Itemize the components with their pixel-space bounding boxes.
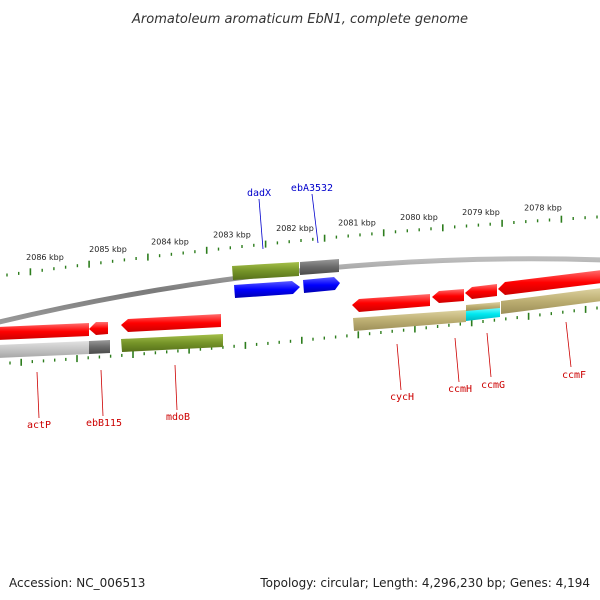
cds-block-olive-top (232, 262, 299, 280)
cds-block-olive-bottom (121, 334, 223, 352)
cycH-label[interactable]: cycH (390, 392, 414, 403)
cds-block-khaki-3 (501, 288, 600, 314)
ccmG-gene[interactable] (465, 284, 497, 299)
inner-tick-ring (9, 305, 598, 366)
cds-block-khaki-2 (466, 302, 500, 311)
genome-summary-text: Topology: circular; Length: 4,296,230 bp… (260, 576, 590, 590)
position-label: 2079 kbp (462, 208, 500, 217)
position-label: 2082 kbp (276, 224, 314, 233)
position-label: 2083 kbp (213, 231, 251, 240)
actP-gene[interactable] (0, 323, 89, 340)
mdoB-leader (174, 364, 178, 411)
position-label: 2084 kbp (151, 238, 189, 247)
outer-tick-ring (6, 215, 598, 277)
ccmH-gene[interactable] (432, 289, 464, 303)
position-label: 2078 kbp (524, 204, 562, 213)
ccmF-leader (565, 321, 572, 368)
position-label: 2081 kbp (338, 218, 376, 227)
ebB115-label[interactable]: ebB115 (86, 418, 122, 429)
cds-block-gray-top (300, 259, 339, 275)
position-label: 2080 kbp (400, 213, 438, 222)
accession-text: Accession: NC_006513 (9, 576, 146, 590)
ebB115-gene[interactable] (89, 322, 108, 335)
position-label: 2086 kbp (26, 253, 64, 262)
actP-leader (36, 371, 40, 419)
cds-block-lightgray-bottom (0, 341, 89, 358)
cds-block-gray-bottom (89, 340, 110, 354)
ccmG-label[interactable]: ccmG (481, 380, 505, 391)
ebA3532-label[interactable]: ebA3532 (291, 183, 333, 194)
ccmF-label[interactable]: ccmF (562, 370, 586, 381)
cds-block-khaki-1 (353, 310, 466, 331)
mdoB-label[interactable]: mdoB (166, 412, 190, 423)
dadX-leader (258, 198, 264, 250)
dadX-label[interactable]: dadX (247, 188, 271, 199)
ccmG-leader (486, 332, 492, 378)
ccmH-leader (454, 337, 460, 383)
ccmF-gene[interactable] (498, 270, 600, 295)
position-labels: 2086 kbp 2085 kbp 2084 kbp 2083 kbp 2082 kbp… (26, 204, 562, 262)
ccmH-label[interactable]: ccmH (448, 384, 472, 395)
ebA3532-leader (311, 193, 319, 244)
dadX-gene[interactable] (234, 281, 300, 298)
position-label: 2085 kbp (89, 245, 127, 254)
mdoB-gene[interactable] (121, 314, 221, 332)
ebA3532-gene[interactable] (303, 277, 340, 293)
map-title: Aromatoleum aromaticum EbN1, complete ge… (131, 12, 468, 27)
cds-block-cyan (466, 307, 500, 321)
actP-label[interactable]: actP (27, 420, 51, 431)
ebB115-leader (100, 369, 104, 417)
cycH-gene[interactable] (352, 294, 430, 312)
cycH-leader (396, 343, 402, 391)
